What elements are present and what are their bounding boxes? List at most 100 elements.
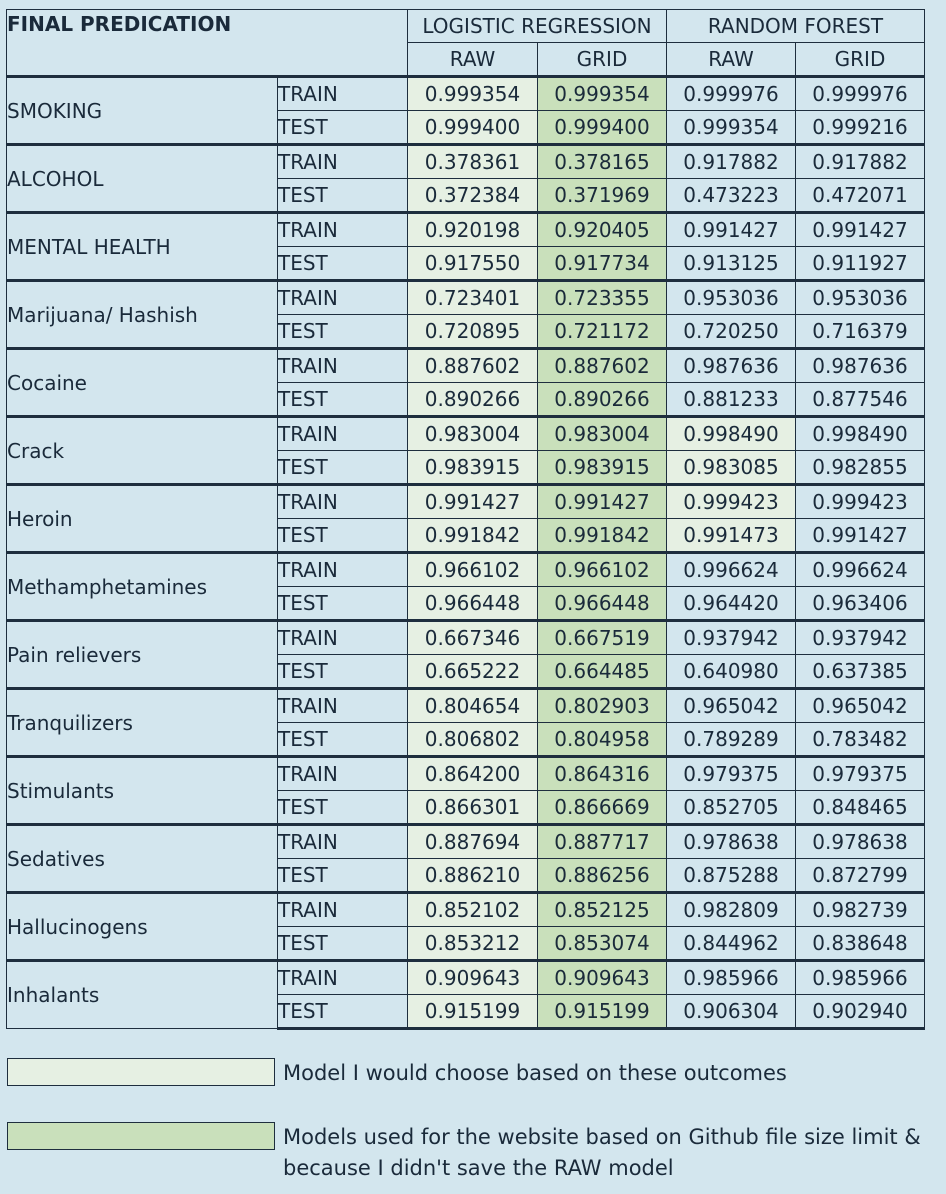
table-row: TEST 0.720895 0.721172 0.720250 0.716379	[7, 314, 926, 349]
table-row: TEST 0.890266 0.890266 0.881233 0.877546	[7, 382, 926, 417]
test-label: TEST	[277, 994, 408, 1030]
value-cell: 0.911927	[795, 246, 926, 281]
train-label: TRAIN	[277, 891, 408, 927]
table-row: TEST 0.372384 0.371969 0.473223 0.472071	[7, 178, 926, 213]
value-cell: 0.872799	[795, 858, 926, 893]
value-cell: 0.999976	[795, 75, 926, 111]
value-cell: 0.721172	[536, 314, 668, 349]
value-cell: 0.378361	[407, 143, 538, 179]
table-row: Inhalants TRAIN 0.909643 0.909643 0.985966 0.…	[6, 959, 926, 1029]
category-label: Stimulants	[6, 755, 278, 825]
value-cell: 0.806802	[407, 722, 538, 757]
value-cell: 0.999354	[666, 110, 797, 145]
value-cell: 0.999216	[795, 110, 926, 145]
value-cell: 0.804958	[536, 722, 668, 757]
value-cell: 0.982809	[666, 891, 797, 927]
train-label: TRAIN	[277, 211, 408, 247]
value-cell: 0.716379	[795, 314, 926, 349]
value-cell: 0.991842	[407, 518, 538, 553]
value-cell: 0.991427	[407, 483, 538, 519]
test-label: TEST	[277, 178, 408, 213]
value-cell: 0.802903	[536, 687, 668, 723]
value-cell: 0.964420	[666, 586, 797, 621]
test-label: TEST	[277, 110, 408, 145]
value-cell: 0.378165	[536, 143, 668, 179]
value-cell: 0.720895	[407, 314, 538, 349]
table-row: TEST 0.665222 0.664485 0.640980 0.637385	[7, 654, 926, 689]
table-row: Pain relievers TRAIN 0.667346 0.667519 0.937…	[6, 619, 926, 689]
value-cell: 0.902940	[795, 994, 926, 1030]
value-cell: 0.909643	[536, 959, 668, 995]
table-row: ALCOHOL TRAIN 0.378361 0.378165 0.917882 0.91…	[6, 143, 926, 213]
value-cell: 0.783482	[795, 722, 926, 757]
value-cell: 0.877546	[795, 382, 926, 417]
value-cell: 0.996624	[795, 551, 926, 587]
value-cell: 0.999423	[666, 483, 797, 519]
value-cell: 0.991842	[536, 518, 668, 553]
test-label: TEST	[277, 382, 408, 417]
value-cell: 0.953036	[795, 279, 926, 315]
test-label: TEST	[277, 518, 408, 553]
table-row: SMOKING TRAIN 0.999354 0.999354 0.999976 0.99…	[6, 75, 926, 145]
value-cell: 0.982855	[795, 450, 926, 485]
value-cell: 0.667346	[407, 619, 538, 655]
test-label: TEST	[277, 586, 408, 621]
table-row: Marijuana/ Hashish TRAIN 0.723401 0.723355 0…	[6, 279, 926, 349]
train-label: TRAIN	[277, 415, 408, 451]
value-cell: 0.983085	[666, 450, 797, 485]
value-cell: 0.866301	[407, 790, 538, 825]
header-random-forest: RANDOM FOREST	[666, 9, 926, 43]
value-cell: 0.906304	[666, 994, 797, 1030]
test-label: TEST	[277, 926, 408, 961]
test-label: TEST	[277, 450, 408, 485]
value-cell: 0.852705	[666, 790, 797, 825]
test-label: TEST	[277, 722, 408, 757]
value-cell: 0.913125	[666, 246, 797, 281]
test-label: TEST	[277, 790, 408, 825]
legend-swatch-chosen	[7, 1058, 275, 1086]
value-cell: 0.998490	[666, 415, 797, 451]
value-cell: 0.915199	[407, 994, 538, 1030]
legend-swatch-website	[7, 1122, 275, 1150]
test-label: TEST	[277, 246, 408, 281]
test-label: TEST	[277, 858, 408, 893]
category-label: Cocaine	[6, 347, 278, 417]
legend-item-website: Models used for the website based on Git…	[7, 1122, 938, 1184]
value-cell: 0.920198	[407, 211, 538, 247]
value-cell: 0.999354	[407, 75, 538, 111]
value-cell: 0.983004	[407, 415, 538, 451]
value-cell: 0.838648	[795, 926, 926, 961]
table-row: TEST 0.866301 0.866669 0.852705 0.848465	[7, 790, 926, 825]
value-cell: 0.667519	[536, 619, 668, 655]
train-label: TRAIN	[277, 347, 408, 383]
category-label: SMOKING	[6, 75, 278, 145]
value-cell: 0.637385	[795, 654, 926, 689]
category-label: Marijuana/ Hashish	[6, 279, 278, 349]
value-cell: 0.789289	[666, 722, 797, 757]
legend-text-chosen: Model I would choose based on these outc…	[283, 1061, 787, 1085]
value-cell: 0.852125	[536, 891, 668, 927]
train-label: TRAIN	[277, 959, 408, 995]
table-row: TEST 0.991842 0.991842 0.991473 0.991427	[7, 518, 926, 553]
value-cell: 0.999400	[536, 110, 668, 145]
table-row: Methamphetamines TRAIN 0.966102 0.966102 0.9…	[6, 551, 926, 621]
value-cell: 0.966102	[536, 551, 668, 587]
value-cell: 0.965042	[666, 687, 797, 723]
value-cell: 0.665222	[407, 654, 538, 689]
value-cell: 0.966102	[407, 551, 538, 587]
category-label: Inhalants	[6, 959, 278, 1029]
value-cell: 0.372384	[407, 178, 538, 213]
value-cell: 0.664485	[536, 654, 668, 689]
value-cell: 0.915199	[536, 994, 668, 1030]
value-cell: 0.991427	[795, 211, 926, 247]
value-cell: 0.953036	[666, 279, 797, 315]
train-label: TRAIN	[277, 551, 408, 587]
table-row: MENTAL HEALTH TRAIN 0.920198 0.920405 0.9914…	[6, 211, 926, 281]
value-cell: 0.887694	[407, 823, 538, 859]
value-cell: 0.852102	[407, 891, 538, 927]
value-cell: 0.864316	[536, 755, 668, 791]
train-label: TRAIN	[277, 687, 408, 723]
train-label: TRAIN	[277, 75, 408, 111]
train-label: TRAIN	[277, 619, 408, 655]
value-cell: 0.853212	[407, 926, 538, 961]
